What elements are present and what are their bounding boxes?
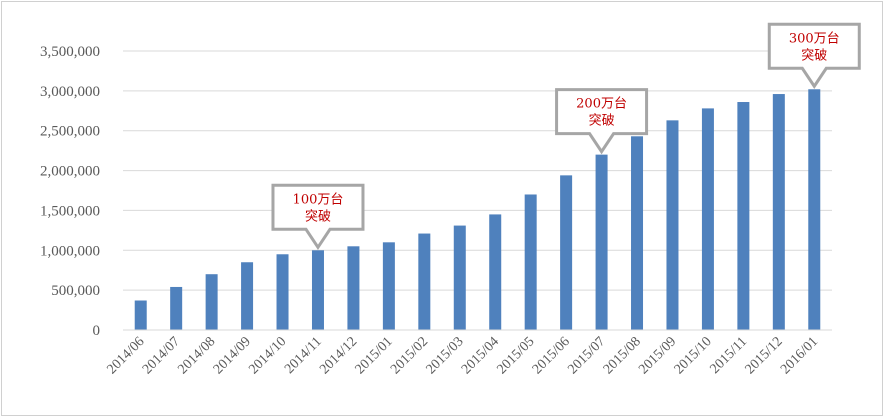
bar: [489, 214, 502, 330]
x-tick-label: 2015/04: [459, 334, 502, 377]
bar: [560, 175, 573, 330]
bar: [595, 154, 608, 330]
y-tick-label: 3,500,000: [40, 44, 100, 60]
y-tick-label: 1,500,000: [40, 203, 100, 219]
x-tick-label: 2014/07: [140, 334, 183, 377]
x-tick-label: 2015/07: [565, 334, 608, 377]
x-tick-label: 2015/12: [743, 334, 786, 377]
bar: [241, 262, 254, 330]
bars: [134, 89, 821, 331]
callout-line2: 突破: [589, 113, 615, 129]
bar: [205, 274, 218, 330]
bar: [631, 136, 644, 330]
bar: [737, 102, 750, 330]
x-tick-label: 2015/03: [424, 334, 467, 377]
x-tick-label: 2014/12: [317, 334, 360, 377]
bar: [666, 120, 679, 330]
x-tick-label: 2015/01: [353, 334, 396, 377]
callout-box: [271, 183, 365, 250]
y-tick-label: 2,000,000: [40, 164, 100, 180]
y-tick-label: 0: [93, 323, 101, 339]
bar: [134, 300, 147, 330]
bar: [418, 233, 431, 330]
x-tick-label: 2015/09: [636, 334, 679, 377]
bar: [276, 254, 289, 330]
y-tick-label: 1,000,000: [40, 243, 100, 259]
bar: [347, 246, 360, 330]
callout-line1: 200万台: [576, 97, 627, 112]
bar: [170, 286, 183, 330]
callout-line2: 突破: [801, 47, 827, 63]
x-tick-label: 2014/06: [104, 334, 147, 377]
bar: [311, 250, 324, 330]
bar: [701, 108, 714, 330]
x-tick-label: 2014/11: [282, 334, 325, 377]
callout-line1: 100万台: [293, 192, 344, 207]
gridlines: [123, 50, 832, 291]
bar: [808, 89, 821, 331]
x-tick-label: 2014/09: [211, 334, 254, 377]
x-tick-label: 2014/08: [175, 334, 218, 377]
x-axis-ticks: 2014/062014/072014/082014/092014/102014/…: [104, 334, 821, 377]
y-tick-label: 3,000,000: [40, 84, 100, 100]
x-tick-label: 2015/06: [530, 334, 573, 377]
x-tick-label: 2015/10: [672, 334, 715, 377]
bar: [382, 242, 395, 330]
x-tick-label: 2015/02: [388, 334, 431, 377]
callout-line2: 突破: [305, 208, 331, 224]
x-tick-label: 2014/10: [246, 334, 289, 377]
bar: [453, 225, 466, 330]
y-tick-label: 500,000: [51, 283, 100, 299]
bar: [772, 94, 785, 330]
callout-box: [767, 22, 861, 89]
callout-line1: 300万台: [789, 31, 840, 46]
bar: [524, 194, 537, 330]
x-tick-label: 2016/01: [778, 334, 821, 377]
x-tick-label: 2015/08: [601, 334, 644, 377]
y-tick-label: 2,500,000: [40, 124, 100, 140]
y-axis-ticks: 0 500,000 1,000,000 1,500,000 2,000,000 2,500…: [40, 44, 100, 339]
x-tick-label: 2015/11: [708, 334, 751, 377]
callout-box: [555, 88, 649, 155]
x-tick-label: 2015/05: [494, 334, 537, 377]
